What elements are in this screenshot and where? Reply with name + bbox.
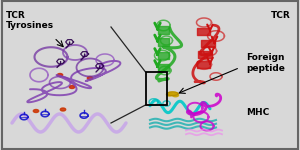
Polygon shape [172,94,178,97]
Text: Foreign
peptide: Foreign peptide [246,53,285,73]
Polygon shape [87,76,93,80]
Text: TCR: TCR [271,11,291,20]
Polygon shape [60,108,66,111]
Text: TCR
Tyrosines: TCR Tyrosines [6,11,54,30]
Polygon shape [57,74,63,76]
Polygon shape [167,93,172,96]
Polygon shape [167,92,178,96]
Text: MHC: MHC [246,108,269,117]
Bar [146,72,167,105]
Polygon shape [33,110,39,112]
Polygon shape [69,85,75,88]
